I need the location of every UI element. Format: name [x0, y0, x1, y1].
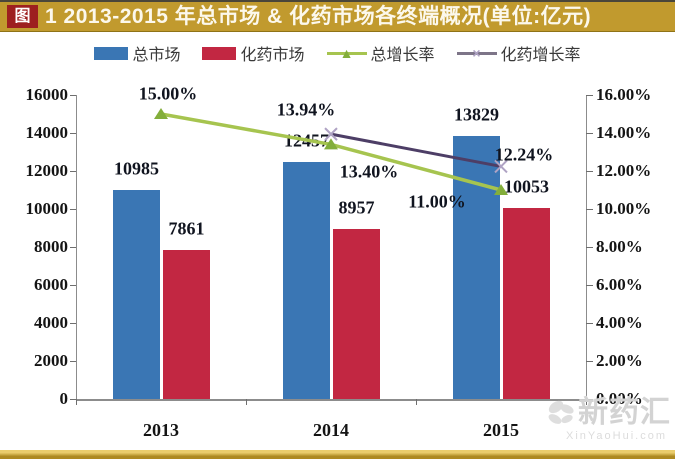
x-axis-category-label: 2015 [483, 420, 519, 440]
total-market-swatch [94, 46, 129, 60]
bottom-gold-bar [0, 450, 675, 459]
y-axis-right-tick-label: 10.00% [596, 199, 652, 218]
watermark: 新药汇 XinYaoHui.com [501, 398, 671, 442]
x-axis-tick [76, 399, 77, 405]
y-axis-left-tick [70, 285, 76, 286]
legend-item-total-growth: ▲ 总增长率 [326, 41, 435, 65]
total-market-value-label-2015: 13829 [454, 104, 499, 125]
top-border [0, 0, 675, 2]
y-axis-left-tick [70, 399, 76, 400]
legend-label-total-market: 总市场 [132, 47, 181, 64]
y-axis-left-tick [70, 209, 76, 210]
y-axis-right-tick [586, 171, 593, 172]
x-axis-tick [246, 399, 247, 405]
y-axis-right-tick [586, 133, 593, 134]
chem-growth-line-icon: × [456, 46, 497, 60]
figure-title: 1 2013-2015 年总市场 & 化药市场各终端概况(单位:亿元) [45, 5, 592, 28]
x-marker [494, 159, 508, 174]
x-marker-icon: × [472, 45, 481, 61]
y-axis-left-tick [70, 133, 76, 134]
y-axis-right-tick-label: 0.00% [596, 389, 643, 408]
chem-market-value-label-2015: 10053 [504, 176, 549, 197]
x-axis-tick [416, 399, 417, 405]
chem-market-bar-2013 [163, 249, 210, 399]
legend-item-chem-market: 化药市场 [202, 41, 305, 65]
y-axis-right-tick-label: 12.00% [596, 161, 652, 180]
y-axis-right-tick-label: 4.00% [596, 313, 643, 332]
y-axis-right-tick-label: 14.00% [596, 123, 652, 142]
triangle-marker-icon: ▲ [339, 45, 354, 61]
y-axis-left-line [76, 95, 77, 399]
chem-market-value-label-2013: 7861 [168, 218, 205, 239]
chem-market-swatch [202, 46, 237, 60]
legend: 总市场 化药市场 ▲ 总增长率 × 化药增长率 [0, 42, 675, 64]
figure-tag-badge: 图 [7, 5, 38, 28]
x-axis-line [76, 399, 587, 401]
total-market-bar-2013 [113, 190, 160, 399]
chem-market-value-label-2014: 8957 [338, 197, 375, 218]
total-growth-pct-label-2013: 15.00% [138, 83, 198, 104]
y-axis-left-tick-label: 4000 [34, 313, 68, 332]
watermark-site: XinYaoHui.com [566, 430, 667, 442]
y-axis-right-tick [586, 247, 593, 248]
legend-label-total-growth: 总增长率 [370, 47, 435, 64]
y-axis-left-tick-label: 12000 [25, 161, 69, 180]
y-axis-left-tick-label: 16000 [25, 85, 69, 104]
chem-market-bar-2014 [333, 228, 380, 399]
y-axis-left-tick-label: 2000 [34, 351, 68, 370]
total-growth-line [160, 112, 502, 192]
y-axis-left-tick [70, 247, 76, 248]
y-axis-left-tick [70, 323, 76, 324]
triangle-marker [154, 108, 168, 119]
y-axis-right-tick [586, 361, 593, 362]
legend-item-total-market: 总市场 [94, 41, 180, 65]
y-axis-left-tick-label: 8000 [34, 237, 68, 256]
total-growth-pct-label-2014: 13.40% [339, 161, 399, 182]
y-axis-right-tick [586, 323, 593, 324]
y-axis-right-tick-label: 2.00% [596, 351, 643, 370]
total-growth-pct-label-2015: 11.00% [408, 191, 466, 212]
legend-label-chem-growth: 化药增长率 [500, 47, 581, 64]
triangle-marker [494, 184, 508, 195]
chem-growth-line [330, 132, 502, 168]
y-axis-right-tick-label: 16.00% [596, 85, 652, 104]
y-axis-left-tick [70, 95, 76, 96]
total-growth-line-icon: ▲ [326, 46, 367, 60]
y-axis-left-tick [70, 361, 76, 362]
x-axis-tick [586, 399, 587, 405]
y-axis-right-tick-label: 8.00% [596, 237, 643, 256]
legend-item-chem-growth: × 化药增长率 [456, 41, 581, 65]
x-axis-category-label: 2014 [313, 420, 349, 440]
y-axis-left-tick-label: 6000 [34, 275, 68, 294]
y-axis-right-tick [586, 95, 593, 96]
chem-growth-pct-label-2015: 12.24% [494, 144, 554, 165]
x-axis-category-label: 2013 [143, 420, 179, 440]
y-axis-left-tick-label: 0 [59, 389, 69, 408]
chem-market-bar-2015 [503, 207, 550, 399]
triangle-marker [324, 138, 338, 150]
title-band: 图 1 2013-2015 年总市场 & 化药市场各终端概况(单位:亿元) [0, 2, 675, 32]
y-axis-right-tick [586, 399, 593, 400]
watermark-name: 新药汇 [578, 396, 671, 429]
y-axis-left-tick [70, 171, 76, 172]
total-market-value-label-2013: 10985 [114, 158, 159, 179]
y-axis-right-tick-label: 6.00% [596, 275, 643, 294]
y-axis-right-tick [586, 285, 593, 286]
y-axis-right-tick [586, 209, 593, 210]
x-marker [324, 127, 338, 141]
legend-label-chem-market: 化药市场 [240, 47, 305, 64]
total-market-bar-2014 [283, 162, 330, 399]
y-axis-left-tick-label: 10000 [25, 199, 69, 218]
chem-growth-pct-label-2014: 13.94% [276, 99, 336, 120]
butterfly-logo-icon [548, 400, 574, 424]
y-axis-left-tick-label: 14000 [25, 123, 69, 142]
